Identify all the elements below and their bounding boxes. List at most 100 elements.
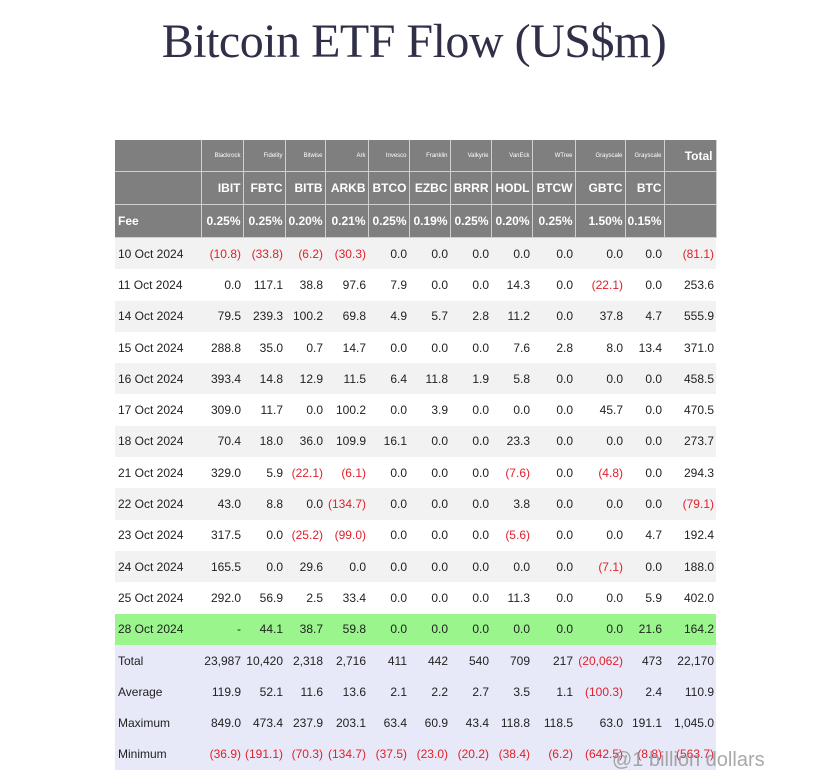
flow-value: 38.8 xyxy=(285,269,325,301)
issuer-name: Valkyrie xyxy=(450,140,492,172)
flow-value: 117.1 xyxy=(243,269,285,301)
flow-value: (6.1) xyxy=(325,457,368,489)
flow-value: (4.8) xyxy=(575,457,625,489)
flow-value: 0.0 xyxy=(575,363,625,395)
flow-value: 0.0 xyxy=(450,237,491,270)
watermark-text: @1 billion dollars xyxy=(612,749,765,771)
issuer-name: Franklin xyxy=(409,140,451,172)
flow-value: 0.0 xyxy=(575,582,625,614)
flow-value: 118.8 xyxy=(491,707,532,739)
flow-value: 11.3 xyxy=(491,582,532,614)
date-cell: 28 Oct 2024 xyxy=(115,613,201,645)
flow-value: 14.7 xyxy=(325,331,368,364)
table-row: 24 Oct 2024 165.5 0.0 29.6 0.0 0.0 0.0 0.0 0.0 0.… xyxy=(115,550,716,583)
flow-value: 0.0 xyxy=(575,613,625,645)
flow-value: 0.0 xyxy=(532,394,575,426)
flow-value: 0.0 xyxy=(625,425,664,458)
stat-label: Minimum xyxy=(115,738,201,771)
stat-row: Maximum 849.0 473.4 237.9 203.1 63.4 60.9 43.4 1… xyxy=(115,707,716,739)
flow-value: 70.4 xyxy=(201,425,243,458)
flow-value: 0.0 xyxy=(325,550,368,583)
flow-value: 29.6 xyxy=(285,550,325,583)
flow-value: 60.9 xyxy=(409,707,450,739)
fee-value: 0.15% xyxy=(625,204,665,238)
flow-value: 16.1 xyxy=(368,425,409,458)
ticker-symbol: BTCO xyxy=(368,171,410,205)
flow-value: (10.8) xyxy=(201,237,243,270)
flow-value: (20,062) xyxy=(575,644,625,677)
flow-value: 2.7 xyxy=(450,676,491,708)
date-cell: 14 Oct 2024 xyxy=(115,300,201,332)
flow-value: 2,716 xyxy=(325,644,368,677)
flow-value: 0.0 xyxy=(491,613,532,645)
flow-value: 0.0 xyxy=(532,613,575,645)
flow-value: (8.8) xyxy=(625,738,664,771)
date-cell: 25 Oct 2024 xyxy=(115,582,201,614)
flow-value: 11.5 xyxy=(325,363,368,395)
flow-value: 4.7 xyxy=(625,519,664,551)
flow-value: 0.0 xyxy=(368,582,409,614)
chart-title: Bitcoin ETF Flow (US$m) xyxy=(161,15,667,68)
flow-value: 0.0 xyxy=(625,394,664,426)
ticker-symbol: BITB xyxy=(285,171,326,205)
flow-value: 1.1 xyxy=(532,676,575,708)
flow-value: 11.7 xyxy=(243,394,285,426)
ticker-symbol: EZBC xyxy=(409,171,451,205)
flow-value: 0.0 xyxy=(450,425,491,458)
ticker-symbol: BTCW xyxy=(532,171,576,205)
flow-value: 6.4 xyxy=(368,363,409,395)
flow-value: 0.0 xyxy=(491,237,532,270)
table-row: 15 Oct 2024 288.8 35.0 0.7 14.7 0.0 0.0 0.0 7.6 2… xyxy=(115,331,716,364)
stat-label: Total xyxy=(115,644,201,677)
flow-value: 23,987 xyxy=(201,644,243,677)
flow-value: 0.0 xyxy=(243,519,285,551)
flow-value: (70.3) xyxy=(285,738,325,771)
flow-value: 473 xyxy=(625,644,664,677)
flow-value: 0.0 xyxy=(532,300,575,332)
total-value: 555.9 xyxy=(664,300,716,332)
flow-value: 0.0 xyxy=(625,457,664,489)
flow-value: 63.4 xyxy=(368,707,409,739)
flow-value: 8.8 xyxy=(243,488,285,520)
flow-value: 4.7 xyxy=(625,300,664,332)
flow-value: 0.0 xyxy=(575,519,625,551)
date-cell: 10 Oct 2024 xyxy=(115,237,201,270)
flow-value: 203.1 xyxy=(325,707,368,739)
issuer-name: VanEck xyxy=(491,140,533,172)
table-row: 21 Oct 2024 329.0 5.9 (22.1) (6.1) 0.0 0.0 0.0(… xyxy=(115,457,716,489)
ticker-symbol: BTC xyxy=(625,171,665,205)
flow-value: 0.0 xyxy=(532,269,575,301)
fee-value: 0.19% xyxy=(409,204,451,238)
flow-value: (30.3) xyxy=(325,237,368,270)
flow-value: 0.0 xyxy=(532,237,575,270)
total-value: 470.5 xyxy=(664,394,716,426)
flow-value: 7.6 xyxy=(491,331,532,364)
total-value: (563.7) xyxy=(664,738,716,771)
total-header: Total xyxy=(664,140,717,172)
ticker-symbol: GBTC xyxy=(575,171,626,205)
flow-value: 5.7 xyxy=(409,300,450,332)
flow-value: 0.0 xyxy=(243,550,285,583)
issuer-name: Bitwise xyxy=(285,140,326,172)
flow-value: 329.0 xyxy=(201,457,243,489)
flow-value: 0.0 xyxy=(532,488,575,520)
flow-value: (22.1) xyxy=(575,269,625,301)
flow-value: 3.5 xyxy=(491,676,532,708)
flow-value: 0.0 xyxy=(285,394,325,426)
total-value: 110.9 xyxy=(664,676,716,708)
flow-value: - xyxy=(201,613,243,645)
flow-value: 0.0 xyxy=(368,331,409,364)
flow-value: 0.0 xyxy=(450,519,491,551)
flow-value: 56.9 xyxy=(243,582,285,614)
fee-value: 1.50% xyxy=(575,204,626,238)
flow-value: 0.0 xyxy=(532,582,575,614)
flow-value: 0.0 xyxy=(409,613,450,645)
flow-value: 119.9 xyxy=(201,676,243,708)
flow-value: 100.2 xyxy=(325,394,368,426)
flow-value: 292.0 xyxy=(201,582,243,614)
flow-value: 0.0 xyxy=(450,582,491,614)
flow-value: 0.0 xyxy=(409,488,450,520)
table-row: 28 Oct 2024-44.1 38.7 59.8 0.0 0.0 0.0 0.0 0.0 0… xyxy=(115,613,716,645)
flow-value: 2.8 xyxy=(450,300,491,332)
flow-value: (6.2) xyxy=(532,738,575,771)
